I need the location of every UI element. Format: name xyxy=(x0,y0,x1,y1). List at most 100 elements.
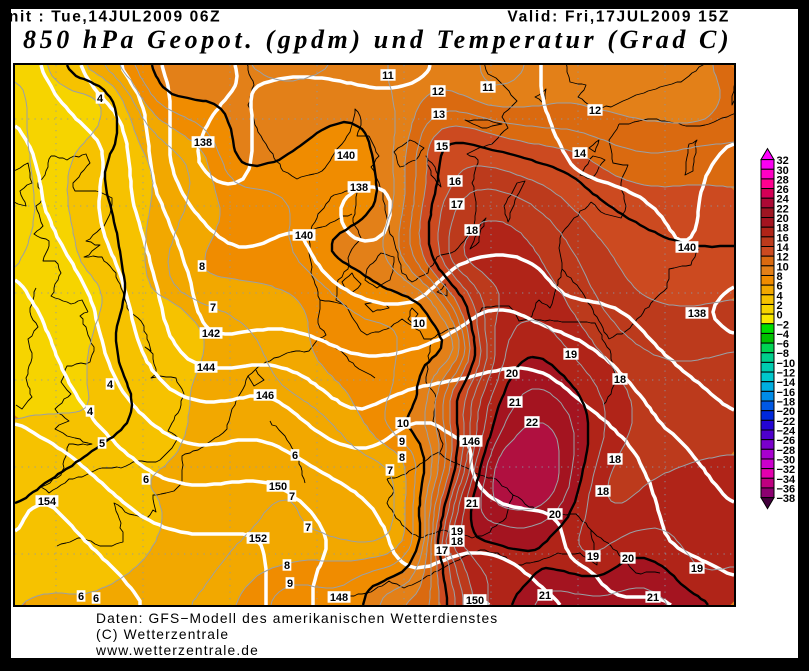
svg-text:−6: −6 xyxy=(777,339,790,351)
svg-text:−30: −30 xyxy=(777,454,796,466)
svg-text:150: 150 xyxy=(466,595,484,607)
svg-text:146: 146 xyxy=(256,390,274,402)
svg-text:19: 19 xyxy=(587,551,599,563)
svg-text:6: 6 xyxy=(143,474,149,486)
svg-text:−26: −26 xyxy=(777,435,796,447)
svg-text:152: 152 xyxy=(249,533,267,545)
svg-text:9: 9 xyxy=(287,578,293,590)
svg-text:2: 2 xyxy=(777,300,783,312)
svg-text:8: 8 xyxy=(284,560,290,572)
svg-text:14: 14 xyxy=(777,242,790,254)
svg-text:11: 11 xyxy=(382,70,394,82)
svg-text:8: 8 xyxy=(399,452,405,464)
svg-text:18: 18 xyxy=(609,454,621,466)
svg-text:6: 6 xyxy=(777,281,783,293)
svg-text:−32: −32 xyxy=(777,464,796,476)
svg-text:−4: −4 xyxy=(777,329,790,341)
svg-text:−20: −20 xyxy=(777,406,796,418)
svg-text:19: 19 xyxy=(451,526,463,538)
svg-text:16: 16 xyxy=(449,176,461,188)
svg-text:−10: −10 xyxy=(777,358,796,370)
svg-text:−16: −16 xyxy=(777,387,796,399)
svg-text:20: 20 xyxy=(506,368,518,380)
svg-text:−14: −14 xyxy=(777,377,797,389)
svg-text:18: 18 xyxy=(451,536,463,548)
svg-text:12: 12 xyxy=(432,86,444,98)
svg-text:4: 4 xyxy=(87,406,94,418)
svg-text:17: 17 xyxy=(436,545,448,557)
svg-text:142: 142 xyxy=(202,328,220,340)
svg-text:12: 12 xyxy=(777,252,789,264)
svg-text:7: 7 xyxy=(210,302,216,314)
svg-text:22: 22 xyxy=(526,417,538,429)
svg-text:10: 10 xyxy=(397,418,409,430)
svg-text:19: 19 xyxy=(691,563,703,575)
svg-text:7: 7 xyxy=(289,491,295,503)
svg-text:18: 18 xyxy=(466,225,478,237)
svg-text:14: 14 xyxy=(574,148,587,160)
svg-text:Daten: GFS−Modell des amerikan: Daten: GFS−Modell des amerikanischen Wet… xyxy=(96,611,498,626)
svg-text:21: 21 xyxy=(647,592,659,604)
svg-text:Init : Tue,14JUL2009 06Z: Init : Tue,14JUL2009 06Z xyxy=(3,9,221,26)
svg-text:138: 138 xyxy=(194,137,212,149)
svg-text:20: 20 xyxy=(777,213,789,225)
svg-text:146: 146 xyxy=(462,436,480,448)
svg-text:6: 6 xyxy=(78,591,84,603)
svg-text:20: 20 xyxy=(549,509,561,521)
svg-text:−12: −12 xyxy=(777,368,796,380)
svg-text:−38: −38 xyxy=(777,493,796,505)
svg-text:24: 24 xyxy=(777,194,790,206)
svg-text:26: 26 xyxy=(777,184,789,196)
svg-text:154: 154 xyxy=(38,496,57,508)
svg-text:www.wetterzentrale.de: www.wetterzentrale.de xyxy=(95,643,259,658)
svg-text:138: 138 xyxy=(350,182,368,194)
svg-text:0: 0 xyxy=(777,310,783,322)
svg-text:30: 30 xyxy=(777,165,789,177)
svg-text:9: 9 xyxy=(399,436,405,448)
svg-text:140: 140 xyxy=(337,150,355,162)
svg-text:138: 138 xyxy=(688,308,706,320)
svg-text:144: 144 xyxy=(197,362,216,374)
svg-text:−36: −36 xyxy=(777,483,796,495)
svg-text:21: 21 xyxy=(466,498,478,510)
svg-text:140: 140 xyxy=(295,230,313,242)
svg-text:10: 10 xyxy=(777,261,789,273)
svg-text:−8: −8 xyxy=(777,348,790,360)
svg-text:20: 20 xyxy=(622,553,634,565)
svg-text:−22: −22 xyxy=(777,416,796,428)
svg-text:18: 18 xyxy=(597,486,609,498)
svg-text:(C) Wetterzentrale: (C) Wetterzentrale xyxy=(96,627,229,642)
svg-text:15: 15 xyxy=(436,141,448,153)
svg-text:11: 11 xyxy=(482,82,494,94)
svg-text:7: 7 xyxy=(305,522,311,534)
svg-text:150: 150 xyxy=(269,481,287,493)
svg-text:−34: −34 xyxy=(777,474,797,486)
svg-text:5: 5 xyxy=(99,438,105,450)
svg-text:Valid: Fri,17JUL2009 15Z: Valid: Fri,17JUL2009 15Z xyxy=(507,9,730,26)
svg-text:4: 4 xyxy=(107,379,114,391)
svg-text:18: 18 xyxy=(614,374,626,386)
svg-text:8: 8 xyxy=(199,261,205,273)
svg-text:16: 16 xyxy=(777,232,789,244)
svg-text:21: 21 xyxy=(509,397,521,409)
svg-text:28: 28 xyxy=(777,174,789,186)
svg-text:21: 21 xyxy=(539,590,551,602)
svg-text:−28: −28 xyxy=(777,445,796,457)
svg-text:850 hPa Geopot. (gpdm) und Tem: 850 hPa Geopot. (gpdm) und Temperatur (G… xyxy=(23,25,732,54)
svg-text:12: 12 xyxy=(589,105,601,117)
svg-text:6: 6 xyxy=(93,593,99,605)
svg-text:8: 8 xyxy=(777,271,783,283)
svg-text:7: 7 xyxy=(387,465,393,477)
svg-text:4: 4 xyxy=(777,290,784,302)
svg-text:−24: −24 xyxy=(777,426,797,438)
svg-text:6: 6 xyxy=(292,450,298,462)
svg-text:140: 140 xyxy=(678,242,696,254)
svg-text:17: 17 xyxy=(451,199,463,211)
svg-text:10: 10 xyxy=(413,318,425,330)
svg-text:22: 22 xyxy=(777,203,789,215)
svg-text:13: 13 xyxy=(433,109,445,121)
svg-text:−2: −2 xyxy=(777,319,790,331)
svg-text:19: 19 xyxy=(565,349,577,361)
svg-text:4: 4 xyxy=(97,93,104,105)
svg-text:18: 18 xyxy=(777,223,789,235)
